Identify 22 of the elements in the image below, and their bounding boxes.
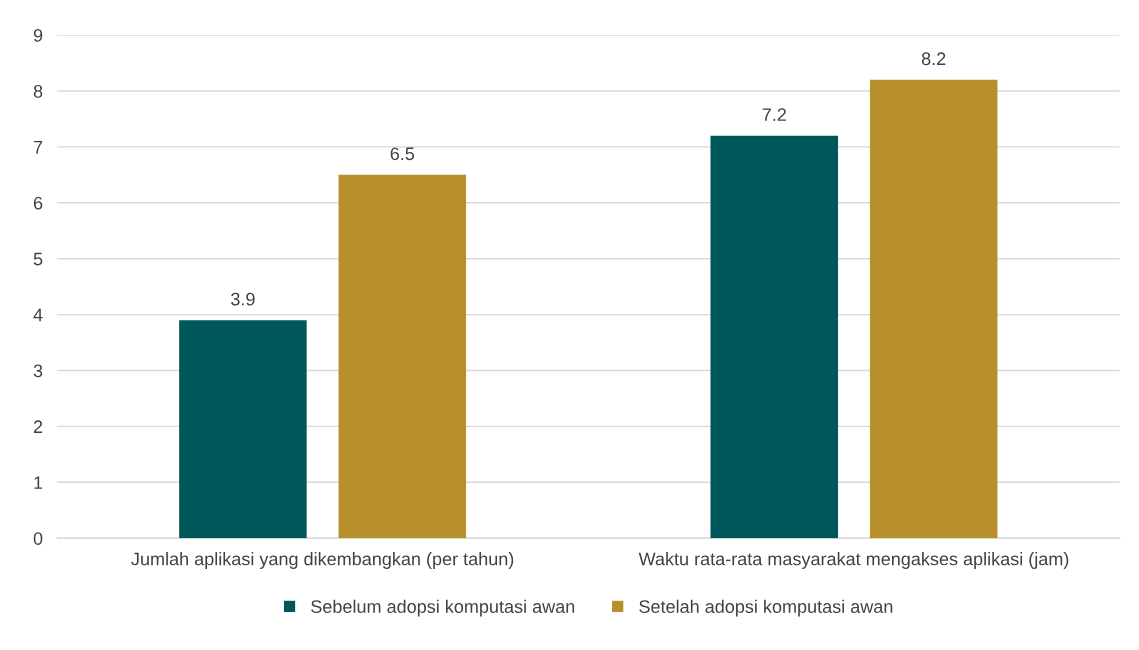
- y-tick-label: 1: [34, 476, 43, 489]
- data-label: 7.2: [762, 108, 786, 121]
- bar: [179, 320, 307, 539]
- data-label: 8.2: [921, 52, 946, 66]
- y-tick-label: 6: [33, 196, 43, 210]
- y-tick-label: 8: [33, 84, 43, 98]
- data-label: 3.9: [231, 292, 255, 306]
- legend-label: Setelah adopsi komputasi awan: [639, 599, 893, 617]
- y-tick-label: 5: [33, 252, 43, 266]
- bar: [710, 135, 839, 539]
- legend-label: Sebelum adopsi komputasi awan: [311, 599, 575, 617]
- data-label: 6.5: [390, 147, 415, 161]
- x-tick-label: Waktu rata-rata masyarakat mengakses aplikasi (jam): [638, 552, 1069, 569]
- x-tick-label: Jumlah aplikasi yang dikembangkan (per tahun): [131, 552, 514, 569]
- y-tick-label: 0: [33, 532, 43, 545]
- bar: [338, 174, 467, 539]
- y-tick-label: 3: [33, 364, 43, 378]
- y-tick-label: 9: [33, 29, 43, 42]
- y-tick-label: 4: [33, 308, 43, 322]
- y-tick-label: 7: [33, 141, 43, 154]
- bar: [869, 79, 998, 539]
- y-tick-label: 2: [33, 420, 43, 433]
